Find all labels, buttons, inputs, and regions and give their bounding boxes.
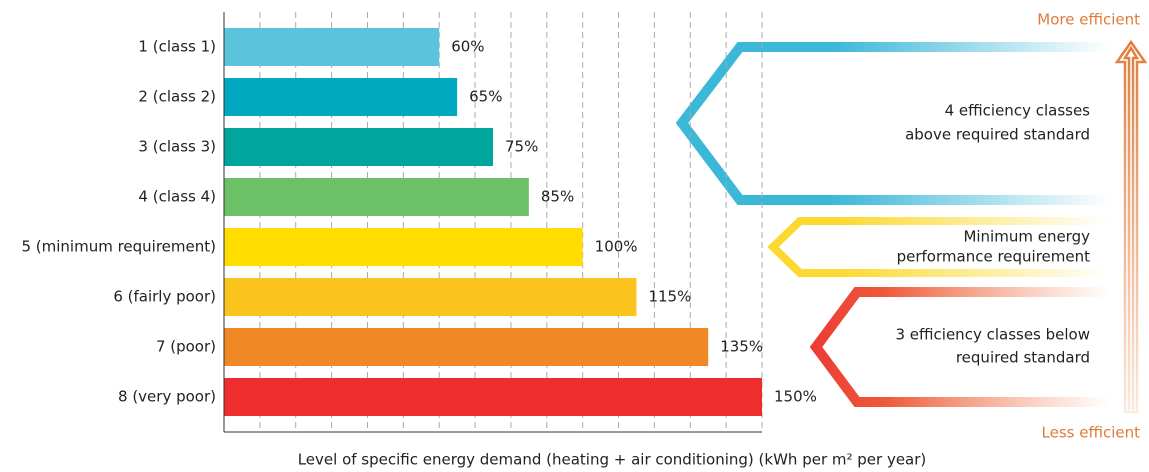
value-label: 100% bbox=[595, 238, 638, 256]
annotation-text: Minimum energy bbox=[963, 228, 1090, 246]
less-efficient: Less efficient bbox=[1042, 424, 1141, 442]
value-label: 85% bbox=[541, 188, 574, 206]
bar bbox=[224, 128, 493, 166]
efficiency-arrow bbox=[1114, 39, 1148, 414]
value-label: 135% bbox=[720, 338, 763, 356]
y-tick-label: 8 (very poor) bbox=[118, 388, 216, 406]
y-tick-label: 1 (class 1) bbox=[138, 38, 216, 56]
bar bbox=[224, 178, 529, 216]
bar bbox=[224, 278, 637, 316]
annotation-text: required standard bbox=[956, 349, 1090, 367]
y-tick-label: 7 (poor) bbox=[156, 338, 216, 356]
annotation-text: above required standard bbox=[905, 126, 1090, 144]
y-tick-label: 6 (fairly poor) bbox=[113, 288, 216, 306]
bracket-above bbox=[675, 42, 1110, 205]
bar bbox=[224, 28, 440, 66]
value-label: 75% bbox=[505, 138, 538, 156]
y-tick-label: 3 (class 3) bbox=[138, 138, 216, 156]
bracket-minimum bbox=[767, 217, 1110, 277]
annotation-text: performance requirement bbox=[897, 248, 1091, 266]
annotation-text: 4 efficiency classes bbox=[945, 102, 1091, 120]
y-tick-label: 2 (class 2) bbox=[138, 88, 216, 106]
bar bbox=[224, 78, 458, 116]
bar bbox=[224, 328, 709, 366]
value-label: 60% bbox=[451, 38, 484, 56]
more-efficient: More efficient bbox=[1037, 11, 1140, 29]
value-label: 65% bbox=[469, 88, 502, 106]
y-tick-label: 5 (minimum requirement) bbox=[21, 238, 216, 256]
bracket-below bbox=[809, 287, 1110, 407]
bar bbox=[224, 228, 583, 266]
annotation-text: 3 efficiency classes below bbox=[896, 326, 1091, 344]
y-tick-label: 4 (class 4) bbox=[138, 188, 216, 206]
x-axis-label: Level of specific energy demand (heating… bbox=[298, 451, 927, 469]
bar bbox=[224, 378, 762, 416]
value-label: 150% bbox=[774, 388, 817, 406]
value-label: 115% bbox=[648, 288, 691, 306]
